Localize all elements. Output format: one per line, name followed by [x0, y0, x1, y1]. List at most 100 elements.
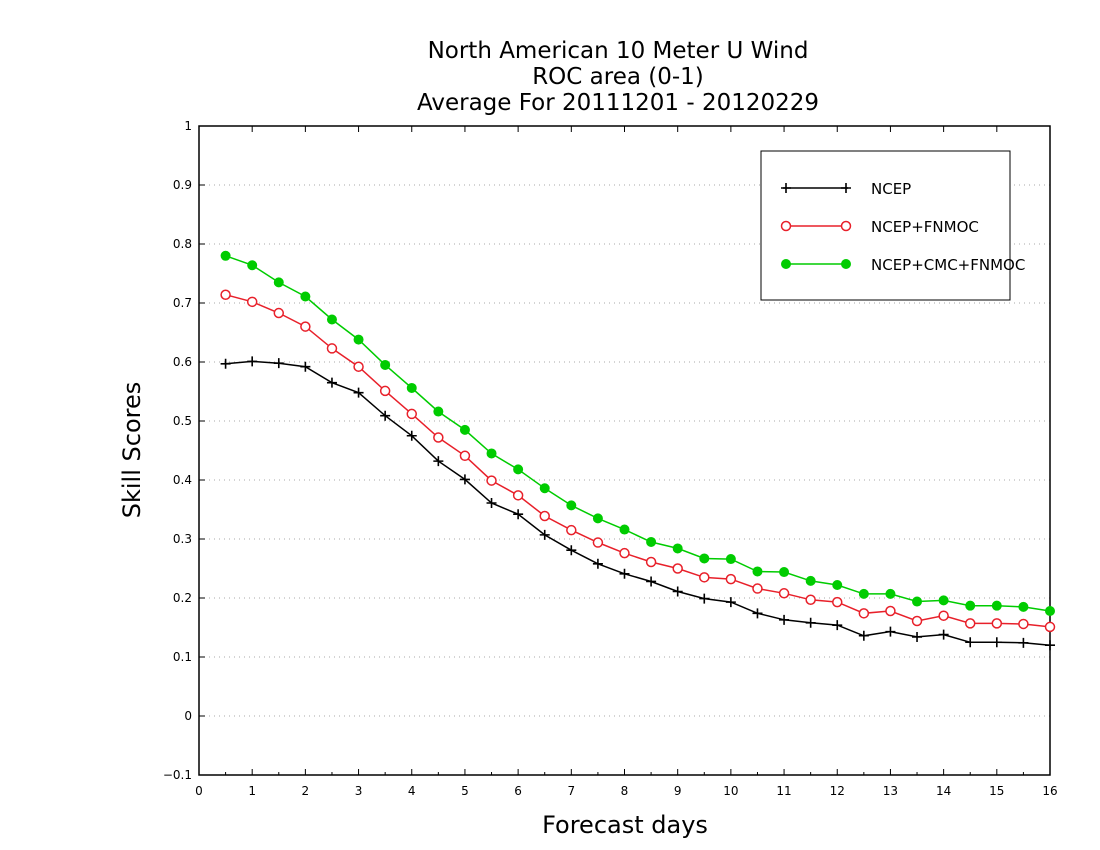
- data-point-open-circle: [964, 618, 976, 629]
- data-point-open-circle: [406, 408, 417, 420]
- data-point-plus: [781, 183, 791, 193]
- data-point-plus: [513, 509, 524, 520]
- data-point-plus: [832, 620, 843, 631]
- y-tick-label: 1: [184, 119, 192, 133]
- data-point-open-circle: [858, 608, 870, 619]
- data-point-open-circle: [353, 361, 364, 372]
- data-point-plus: [273, 358, 284, 369]
- data-point-open-circle: [725, 573, 737, 585]
- data-point-open-circle: [539, 510, 550, 522]
- data-point-open-circle: [326, 343, 338, 354]
- data-point-filled-circle: [912, 596, 923, 607]
- data-point-open-circle: [991, 618, 1003, 629]
- data-point-filled-circle: [433, 406, 444, 417]
- legend: NCEP NCEP+FNMOC NCEP+CMC+FNMOC: [760, 150, 1025, 301]
- series-layer: [220, 250, 1056, 651]
- data-point-filled-circle: [539, 483, 550, 494]
- gridlines: [199, 184, 1050, 717]
- x-tick-label: 8: [621, 784, 629, 798]
- series-ncep-fnmoc: [220, 289, 1056, 633]
- y-axis-label: Skill Scores: [118, 382, 146, 519]
- data-point-open-circle: [486, 475, 497, 486]
- data-point-filled-circle: [965, 600, 976, 611]
- x-axis-ticks: 0 1 2 3 4 5 6 7 8 9 10 11 12 13 14 15 16: [195, 126, 1058, 798]
- data-point-filled-circle: [486, 448, 497, 459]
- data-point-filled-circle: [220, 250, 231, 261]
- data-point-plus: [699, 593, 710, 604]
- x-tick-label: 11: [776, 784, 791, 798]
- data-point-filled-circle: [938, 595, 949, 606]
- data-point-open-circle: [273, 307, 285, 319]
- data-point-open-circle: [840, 220, 852, 232]
- data-point-plus: [646, 576, 657, 587]
- x-tick-label: 15: [989, 784, 1004, 798]
- x-tick-label: 5: [461, 784, 469, 798]
- data-point-filled-circle: [353, 334, 364, 345]
- data-point-plus: [326, 377, 337, 388]
- data-point-filled-circle: [326, 314, 337, 325]
- data-point-open-circle: [566, 524, 577, 536]
- data-point-filled-circle: [1018, 601, 1029, 612]
- y-tick-label: 0: [184, 709, 192, 723]
- data-point-filled-circle: [699, 553, 710, 564]
- x-tick-label: 12: [830, 784, 845, 798]
- y-tick-label: 0.8: [173, 237, 192, 251]
- data-point-open-circle: [619, 547, 630, 559]
- data-point-plus: [1045, 640, 1055, 651]
- data-point-open-circle: [379, 385, 391, 397]
- data-point-plus: [672, 586, 683, 597]
- data-point-filled-circle: [619, 524, 630, 535]
- data-point-plus: [619, 568, 630, 579]
- legend-entry: NCEP: [781, 180, 911, 198]
- data-point-plus: [858, 630, 869, 641]
- y-tick-label: 0.6: [173, 355, 192, 369]
- data-point-plus: [885, 626, 896, 637]
- data-point-open-circle: [512, 490, 524, 501]
- data-point-plus: [965, 637, 976, 648]
- data-point-plus: [1018, 637, 1029, 648]
- data-point-filled-circle: [1045, 605, 1055, 616]
- data-point-plus: [912, 631, 923, 642]
- data-point-filled-circle: [858, 588, 869, 599]
- chart-title-line-2: ROC area (0-1): [532, 64, 704, 90]
- y-tick-label: 0.7: [173, 296, 192, 310]
- data-point-open-circle: [1044, 621, 1056, 633]
- data-point-filled-circle: [752, 566, 763, 577]
- data-point-filled-circle: [781, 259, 791, 269]
- data-point-open-circle: [592, 537, 604, 548]
- data-point-open-circle: [699, 572, 710, 583]
- y-tick-label: 0.5: [173, 414, 192, 428]
- data-point-filled-circle: [805, 575, 816, 586]
- data-point-plus: [779, 614, 790, 625]
- data-point-filled-circle: [300, 291, 311, 302]
- data-point-filled-circle: [459, 424, 470, 435]
- data-point-plus: [380, 410, 391, 421]
- data-point-plus: [841, 183, 851, 193]
- data-point-plus: [300, 361, 311, 372]
- data-point-plus: [938, 629, 949, 640]
- data-point-filled-circle: [513, 464, 524, 475]
- data-point-open-circle: [246, 296, 258, 308]
- legend-entry: NCEP+FNMOC: [780, 218, 979, 236]
- x-tick-label: 4: [408, 784, 416, 798]
- data-point-open-circle: [805, 594, 816, 606]
- data-point-open-circle: [885, 605, 896, 617]
- data-point-open-circle: [832, 596, 843, 608]
- y-tick-label: 0.2: [173, 591, 192, 605]
- data-point-plus: [752, 608, 763, 619]
- legend-label: NCEP+FNMOC: [871, 218, 979, 236]
- series-line: [225, 360, 1051, 646]
- data-point-open-circle: [433, 432, 444, 443]
- data-point-open-circle: [778, 588, 790, 599]
- data-point-filled-circle: [725, 554, 736, 565]
- data-point-plus: [406, 430, 417, 441]
- legend-label: NCEP: [871, 180, 911, 198]
- y-tick-label: 0.3: [173, 532, 192, 546]
- y-axis-ticks: −0.1 0 0.1 0.2 0.3 0.4 0.5 0.6 0.7 0.8 0.9 1: [163, 119, 205, 782]
- series-ncep: [220, 356, 1055, 651]
- data-point-plus: [725, 597, 736, 608]
- data-point-filled-circle: [991, 600, 1002, 611]
- data-point-filled-circle: [646, 536, 657, 547]
- data-point-plus: [486, 498, 497, 509]
- x-tick-label: 14: [936, 784, 951, 798]
